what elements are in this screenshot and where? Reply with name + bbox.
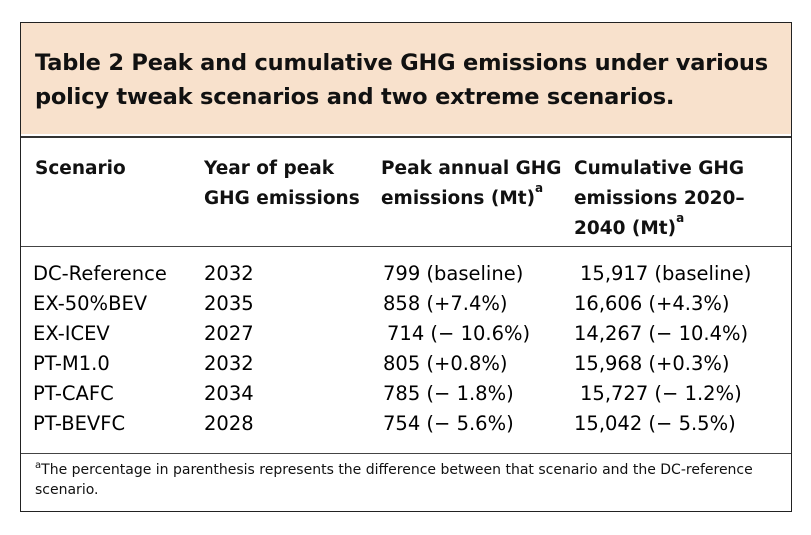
cell-peak: 785 (− 1.8%) bbox=[383, 382, 514, 405]
cell-scenario: EX-50%BEV bbox=[33, 292, 148, 315]
footnote-text: The percentage in parenthesis represents… bbox=[35, 462, 753, 498]
column-header-cumulative: Cumulative GHG emissions 2020–2040 (Mt)a bbox=[574, 154, 784, 244]
cell-year: 2035 bbox=[204, 292, 254, 315]
cell-peak: 858 (+7.4%) bbox=[383, 292, 508, 315]
cell-cumulative: 15,917 (baseline) bbox=[580, 262, 752, 285]
cell-cumulative: 15,968 (+0.3%) bbox=[574, 352, 730, 375]
table-row: EX-ICEV 2027 714 (− 10.6%) 14,267 (− 10.… bbox=[21, 319, 791, 349]
cell-year: 2034 bbox=[204, 382, 254, 405]
cell-scenario: EX-ICEV bbox=[33, 322, 110, 345]
cell-peak: 754 (− 5.6%) bbox=[383, 412, 514, 435]
footnote-marker: a bbox=[35, 460, 42, 471]
table-footnote: aThe percentage in parenthesis represent… bbox=[35, 460, 775, 500]
cell-peak: 805 (+0.8%) bbox=[383, 352, 508, 375]
cell-scenario: PT-BEVFC bbox=[33, 412, 126, 435]
cell-year: 2028 bbox=[204, 412, 254, 435]
column-header-scenario: Scenario bbox=[35, 154, 185, 184]
header-year-label: Year of peak GHG emissions bbox=[204, 158, 360, 209]
header-top-rule bbox=[21, 136, 791, 138]
table-frame: Table 2 Peak and cumulative GHG emission… bbox=[20, 22, 792, 512]
column-header-year: Year of peak GHG emissions bbox=[204, 154, 364, 214]
table-bottom-rule bbox=[21, 453, 791, 454]
cell-peak: 714 (− 10.6%) bbox=[387, 322, 531, 345]
cell-year: 2032 bbox=[204, 262, 254, 285]
header-peak-label: Peak annual GHG emissions (Mt) bbox=[381, 158, 562, 209]
cell-year: 2032 bbox=[204, 352, 254, 375]
header-cumulative-label: Cumulative GHG emissions 2020–2040 (Mt) bbox=[574, 158, 745, 239]
header-scenario-label: Scenario bbox=[35, 158, 126, 179]
header-peak-footnote-marker: a bbox=[535, 181, 544, 195]
cell-peak: 799 (baseline) bbox=[383, 262, 524, 285]
table-row: EX-50%BEV 2035 858 (+7.4%) 16,606 (+4.3%… bbox=[21, 289, 791, 319]
cell-scenario: DC-Reference bbox=[33, 262, 167, 285]
cell-cumulative: 15,042 (− 5.5%) bbox=[574, 412, 736, 435]
cell-cumulative: 15,727 (− 1.2%) bbox=[580, 382, 742, 405]
header-bottom-rule bbox=[21, 246, 791, 247]
cell-year: 2027 bbox=[204, 322, 254, 345]
table-row: PT-BEVFC 2028 754 (− 5.6%) 15,042 (− 5.5… bbox=[21, 409, 791, 439]
table-row: PT-CAFC 2034 785 (− 1.8%) 15,727 (− 1.2%… bbox=[21, 379, 791, 409]
header-cumulative-footnote-marker: a bbox=[676, 211, 685, 225]
table-row: PT-M1.0 2032 805 (+0.8%) 15,968 (+0.3%) bbox=[21, 349, 791, 379]
table-caption: Table 2 Peak and cumulative GHG emission… bbox=[21, 23, 791, 134]
cell-cumulative: 16,606 (+4.3%) bbox=[574, 292, 730, 315]
cell-scenario: PT-CAFC bbox=[33, 382, 114, 405]
cell-cumulative: 14,267 (− 10.4%) bbox=[574, 322, 749, 345]
table-row: DC-Reference 2032 799 (baseline) 15,917 … bbox=[21, 259, 791, 289]
caption-text: Table 2 Peak and cumulative GHG emission… bbox=[35, 50, 768, 110]
column-header-peak: Peak annual GHG emissions (Mt)a bbox=[381, 154, 571, 214]
cell-scenario: PT-M1.0 bbox=[33, 352, 110, 375]
